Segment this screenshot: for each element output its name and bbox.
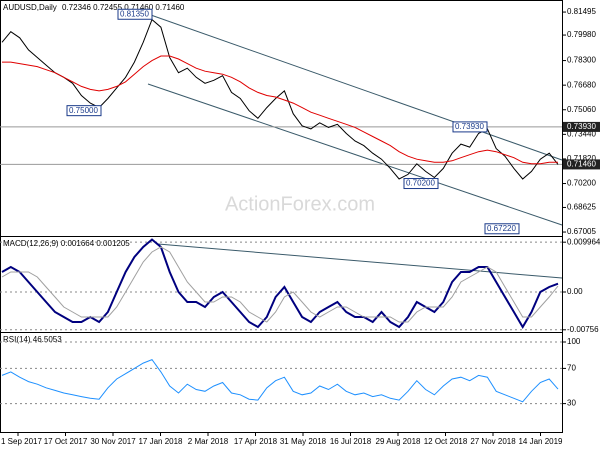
macd-title: MACD(12,26,9) 0.001664 0.001205 xyxy=(3,239,130,248)
annotation-box xyxy=(117,8,153,20)
rsi-panel xyxy=(0,332,563,433)
annotation-box xyxy=(403,178,439,190)
y-tick-label: 0.79980 xyxy=(567,30,596,39)
y-tick-label: 70 xyxy=(567,364,576,373)
series-line xyxy=(2,55,558,165)
series-line xyxy=(1,238,559,329)
y-tick-label: 0.76680 xyxy=(567,80,596,89)
y-tick-label: 0.75060 xyxy=(567,105,596,114)
series-line xyxy=(1,358,559,403)
x-tick-label: 17 Jan 2018 xyxy=(138,437,183,446)
annotation-label: 0.75000 xyxy=(69,106,98,115)
annotation-box xyxy=(484,223,520,235)
y-tick-label: 30 xyxy=(567,399,576,408)
y-tick-label: 0.71820 xyxy=(567,154,596,163)
ohlc-text: 0.72346 0.72455 0.71460 0.71460 xyxy=(62,3,185,12)
y-tick-label: 0.67005 xyxy=(567,227,596,236)
level-box xyxy=(563,159,600,170)
annotation-label: 0.73930 xyxy=(455,122,484,131)
y-tick-label: 0.73440 xyxy=(567,129,596,138)
annotation-box xyxy=(452,121,488,133)
y-tick-label: 0.68625 xyxy=(567,203,596,212)
x-tick-label: 14 Jan 2019 xyxy=(518,437,563,446)
x-tick-label: 16 Jul 2018 xyxy=(330,437,372,446)
level-label: 0.73930 xyxy=(567,122,596,131)
y-tick-label: 0.78300 xyxy=(567,56,596,65)
y-tick-label: 0.81495 xyxy=(567,7,596,16)
y-tick-label: 100 xyxy=(567,337,581,346)
level-label: 0.71460 xyxy=(567,160,596,169)
y-tick-label: 0.70200 xyxy=(567,179,596,188)
series-line xyxy=(1,246,559,323)
y-tick-label: 0.009964 xyxy=(567,237,600,246)
series-line xyxy=(1,18,559,180)
x-tick-label: 30 Nov 2017 xyxy=(90,437,136,446)
watermark: ActionForex.com xyxy=(225,193,375,215)
x-tick-label: 27 Nov 2018 xyxy=(470,437,516,446)
x-tick-label: 2 Mar 2018 xyxy=(188,437,229,446)
x-tick-label: 31 May 2018 xyxy=(280,437,327,446)
x-tick-label: 29 Aug 2018 xyxy=(376,437,421,446)
x-tick-label: 1 Sep 2017 xyxy=(1,437,42,446)
macd-panel xyxy=(0,236,563,333)
macd-trendline xyxy=(157,243,563,279)
y-tick-label: -0.00756 xyxy=(567,325,599,334)
x-tick-label: 17 Oct 2017 xyxy=(44,437,88,446)
annotation-label: 0.81350 xyxy=(120,9,149,18)
x-tick-label: 17 Apr 2018 xyxy=(234,437,278,446)
annotation-box xyxy=(66,105,102,117)
channel-lower xyxy=(147,83,563,226)
channel-upper xyxy=(147,13,563,161)
rsi-title: RSI(14) 46.5053 xyxy=(3,335,62,344)
annotation-label: 0.67220 xyxy=(487,224,516,233)
x-tick-label: 12 Oct 2018 xyxy=(424,437,468,446)
level-box xyxy=(563,121,600,132)
y-tick-label: 0.00 xyxy=(567,287,583,296)
chart-title: AUDUSD,Daily xyxy=(3,3,57,12)
annotation-label: 0.70200 xyxy=(406,179,435,188)
